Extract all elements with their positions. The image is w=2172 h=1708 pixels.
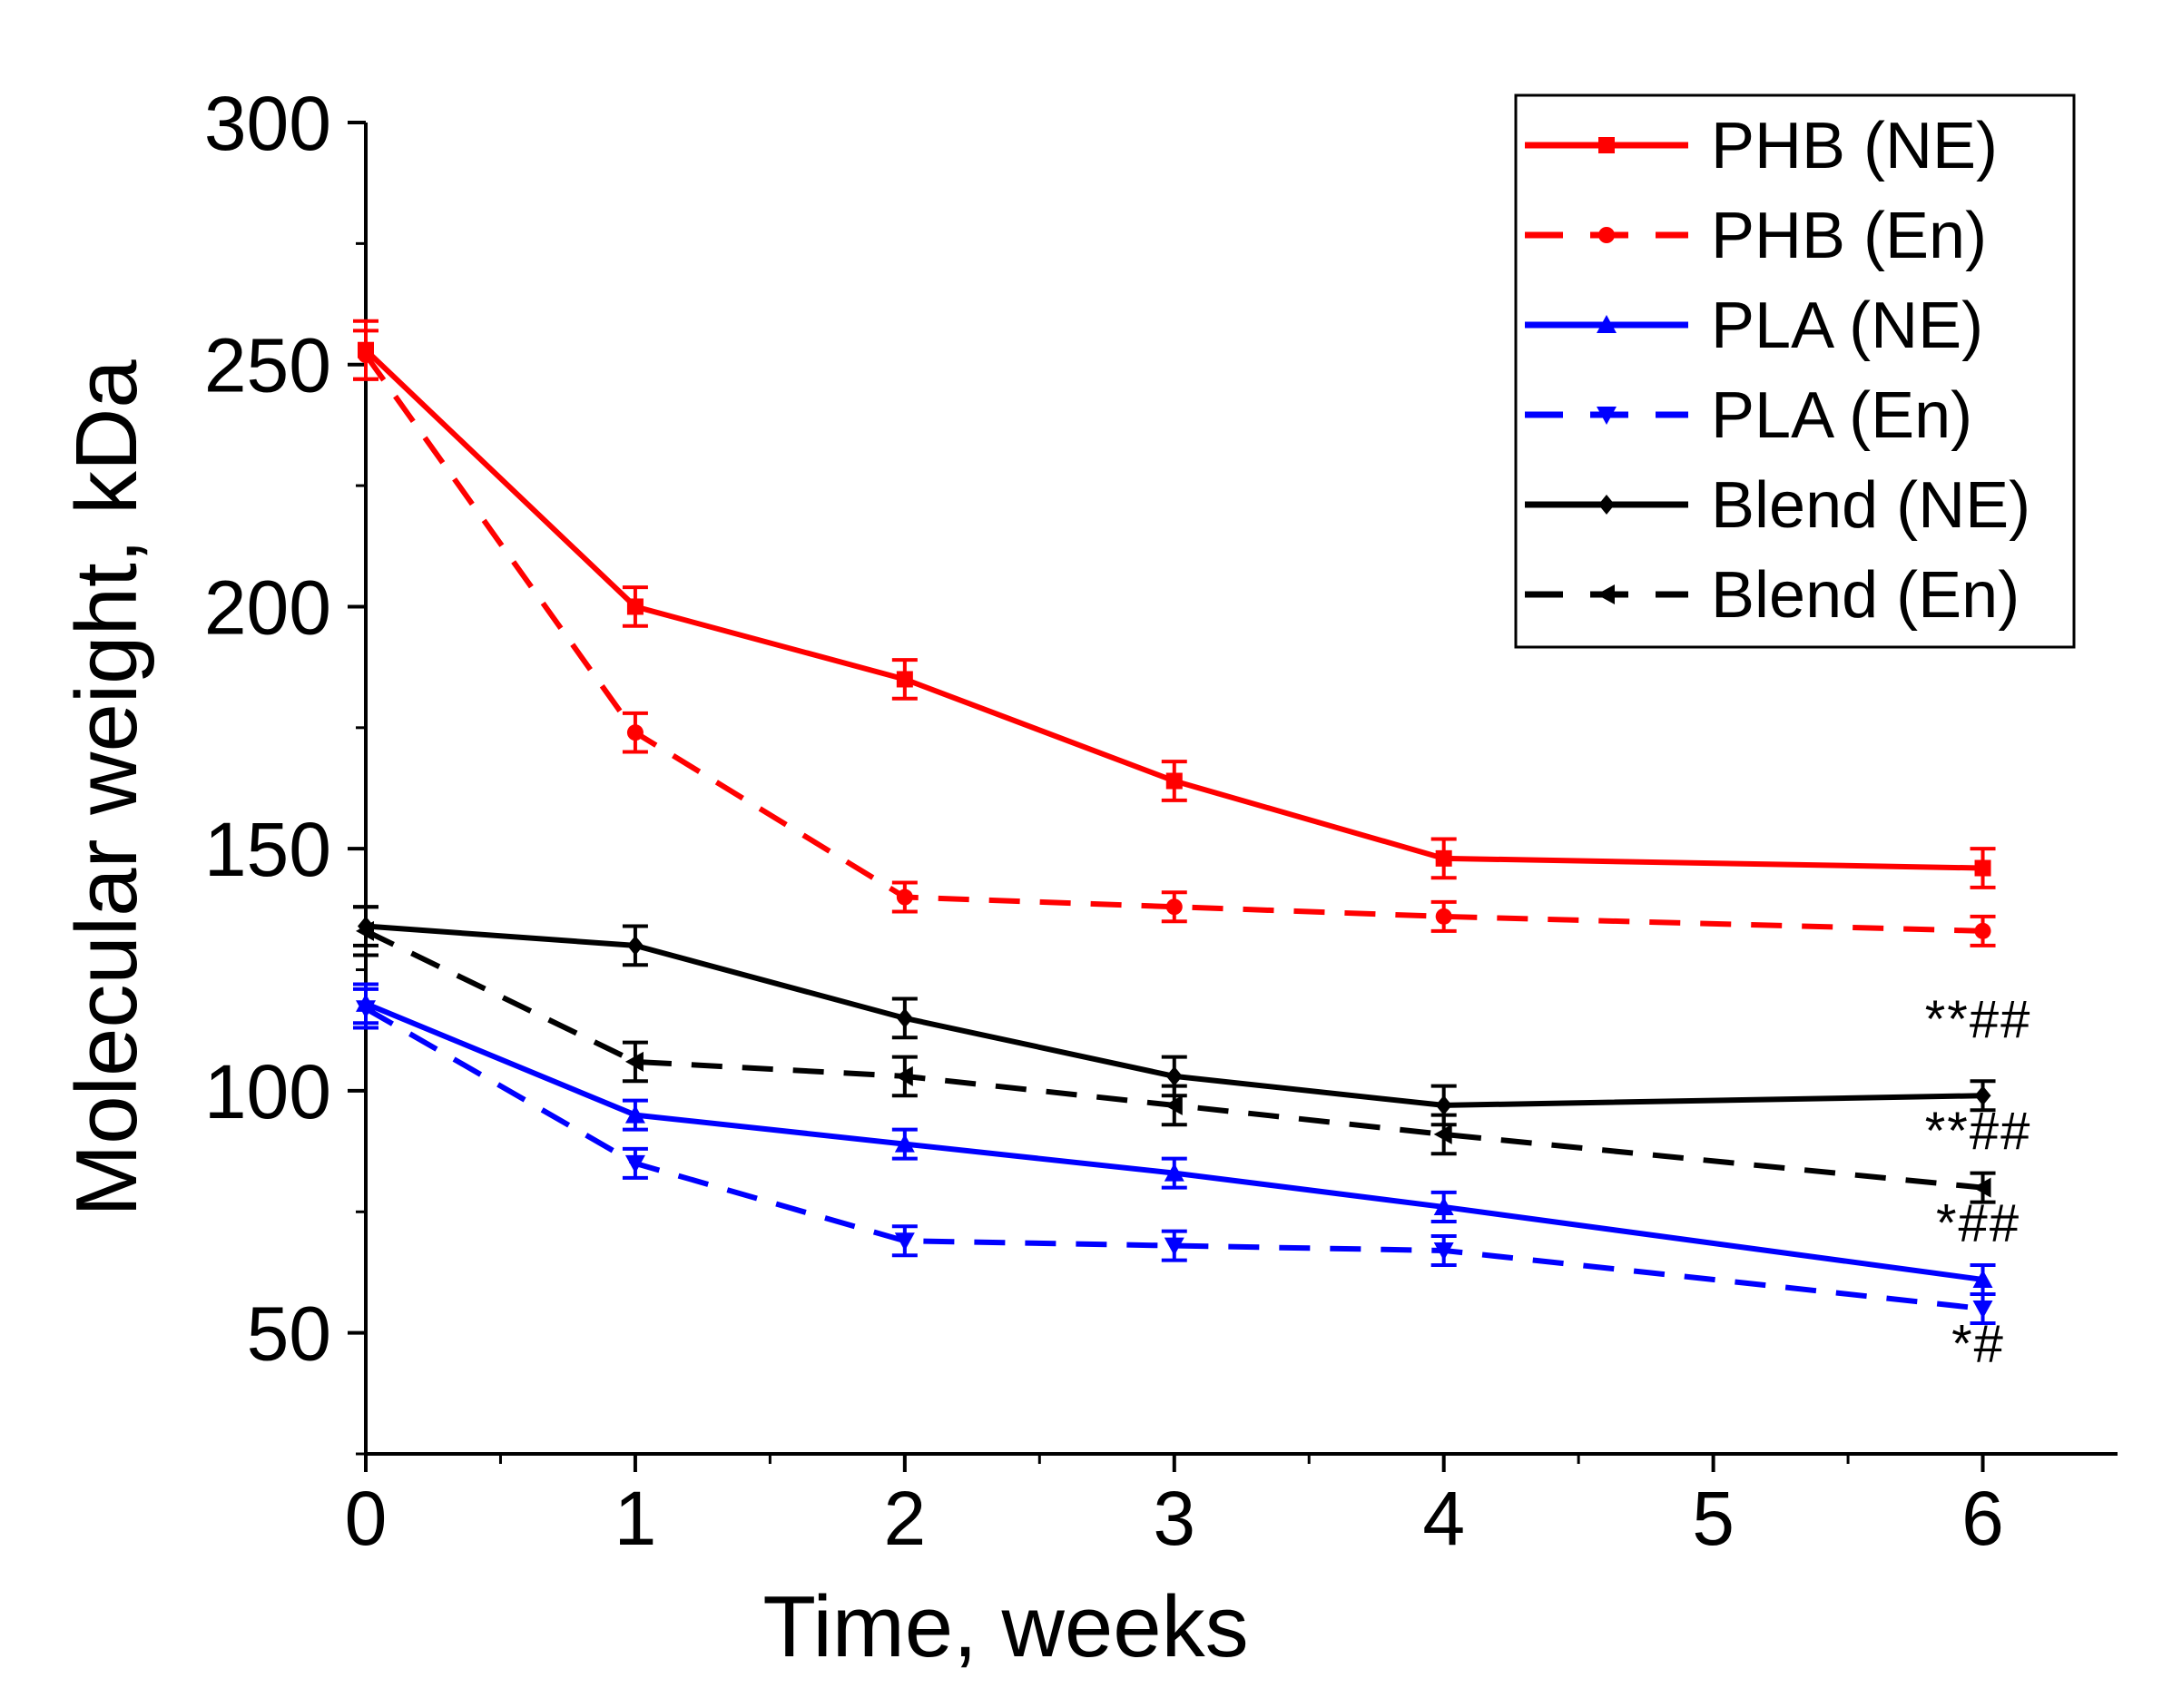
series-pla-en [353, 987, 1996, 1325]
data-point [1435, 1094, 1452, 1115]
data-point [1433, 1124, 1452, 1144]
data-point [1433, 1196, 1454, 1215]
series-line [365, 923, 1983, 1108]
data-point [356, 1000, 376, 1019]
data-point [1972, 1177, 1991, 1198]
x-tick-label: 1 [614, 1476, 657, 1561]
data-point [624, 1104, 645, 1124]
legend-marker [1598, 227, 1615, 243]
series-pla-ne [353, 982, 1996, 1296]
data-point [1164, 1237, 1184, 1256]
x-tick-label: 6 [1961, 1476, 2004, 1561]
legend-entry: Blend (NE) [1525, 469, 2030, 542]
legend-entry: Blend (En) [1525, 559, 2020, 632]
data-point [358, 347, 374, 364]
x-tick-label: 4 [1422, 1476, 1465, 1561]
data-point [1974, 922, 1991, 939]
data-point [894, 1065, 913, 1086]
significance-annotation: **## [1925, 1102, 2032, 1161]
data-point [1164, 1163, 1184, 1182]
y-tick-label: 200 [204, 564, 331, 650]
data-point [1974, 859, 1991, 877]
x-tick-label: 0 [345, 1476, 388, 1561]
axes: 0 1 2 3 4 5 6 50 100 150 200 250 300 Time, weeks Molec… [58, 81, 2118, 1675]
legend-label: PHB (NE) [1711, 110, 1998, 182]
y-tick-label: 100 [204, 1049, 331, 1134]
y-tick-label: 300 [204, 81, 331, 166]
y-tick-label: 250 [204, 323, 331, 408]
significance-annotation: *## [1936, 1193, 2020, 1252]
significance-annotation: **## [1925, 990, 2032, 1049]
data-point [1435, 908, 1452, 925]
data-point [1433, 1242, 1454, 1261]
data-point [626, 598, 644, 615]
legend-box [1514, 93, 2076, 649]
x-tick-label: 5 [1692, 1476, 1735, 1561]
x-axis-title: Time, weeks [762, 1578, 1248, 1675]
data-point [1165, 1065, 1183, 1086]
data-point [894, 1134, 915, 1153]
data-point [896, 888, 913, 906]
data-point [896, 1007, 913, 1028]
series-line [363, 353, 1983, 934]
legend-label: PLA (NE) [1711, 290, 1983, 362]
annotations: **## **## *## *# [1925, 990, 2032, 1374]
legend-label: PLA (En) [1711, 379, 1972, 452]
data-point [1972, 1269, 1993, 1288]
data-point [1165, 898, 1183, 916]
series-layer [353, 319, 1996, 1325]
x-tick-label: 3 [1153, 1476, 1195, 1561]
data-point [1972, 1300, 1993, 1319]
series-line [364, 1006, 1983, 1311]
data-point [356, 920, 374, 941]
y-axis-title: Molecular weight, kDa [58, 359, 155, 1217]
data-point [624, 1051, 644, 1072]
legend-label: Blend (NE) [1711, 469, 2030, 542]
data-point [626, 935, 644, 956]
data-point [1974, 1085, 1991, 1106]
series-line [364, 1001, 1983, 1282]
data-point [1435, 849, 1452, 867]
legend-marker [1598, 137, 1615, 153]
series-line [363, 348, 1983, 871]
data-point [896, 671, 913, 688]
legend-label: PHB (En) [1711, 200, 1987, 272]
significance-annotation: *# [1951, 1315, 2005, 1374]
legend-marker [1598, 495, 1615, 515]
y-tick-label: 50 [247, 1291, 331, 1377]
legend-label: Blend (En) [1711, 559, 2020, 632]
data-point [1164, 1094, 1183, 1115]
series-blend-en [353, 905, 1996, 1204]
legend-entry: PHB (En) [1525, 200, 1987, 272]
legend-marker [1597, 315, 1617, 333]
data-point [626, 724, 644, 741]
legend-marker [1597, 407, 1617, 425]
legend: PHB (NE) PHB (En) PLA (NE) PLA (En) Blend (N… [1514, 93, 2076, 649]
series-phb-en [353, 329, 1996, 947]
legend-marker [1597, 584, 1615, 604]
x-tick-label: 2 [883, 1476, 926, 1561]
series-phb-ne [353, 319, 1996, 889]
data-point [894, 1232, 915, 1252]
y-tick-label: 150 [204, 807, 331, 892]
legend-entry: PHB (NE) [1525, 110, 1998, 182]
data-point [1165, 772, 1183, 790]
legend-entry: PLA (En) [1525, 379, 1972, 452]
data-point [624, 1154, 645, 1173]
legend-entry: PLA (NE) [1525, 290, 1983, 362]
